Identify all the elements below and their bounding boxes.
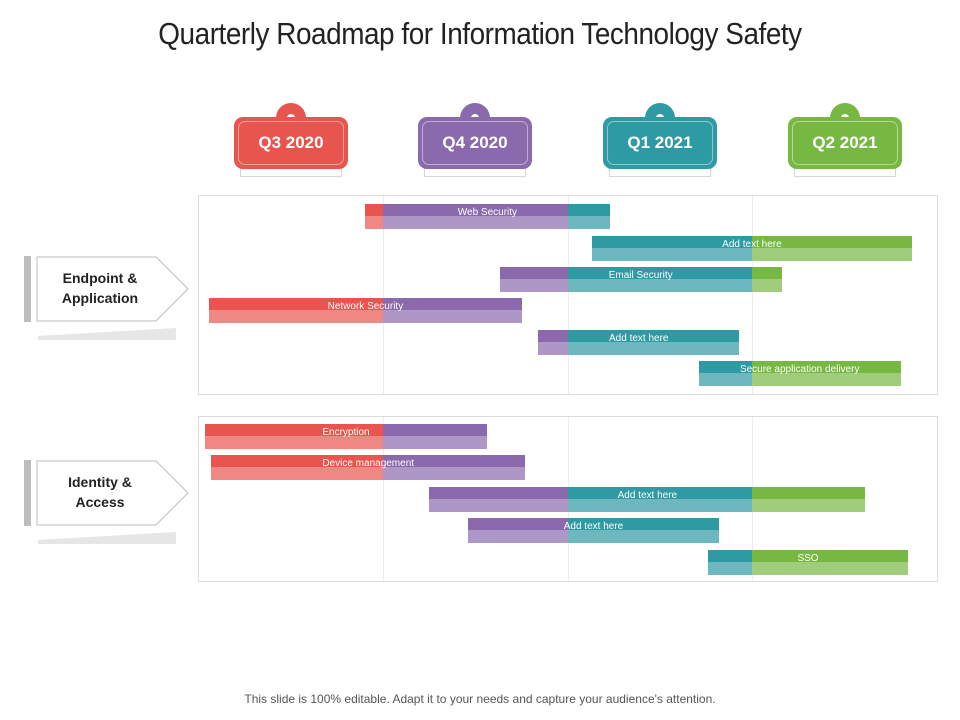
quarter-tag-q3-2020: Q3 2020 xyxy=(234,103,348,179)
gridline xyxy=(568,196,569,394)
gantt-bar: Add text here xyxy=(591,236,912,261)
gantt-bar-segment xyxy=(751,236,912,261)
gantt-bar-segment xyxy=(209,298,383,323)
gantt-bar: Network Security xyxy=(209,298,522,323)
gridline xyxy=(383,417,384,581)
gantt-bar: Encryption xyxy=(205,424,487,449)
gantt-bar-segment xyxy=(707,550,752,575)
gantt-bar-segment xyxy=(468,518,568,543)
gantt-bar-segment xyxy=(698,361,752,386)
gantt-bar-segment xyxy=(568,487,752,512)
gantt-bar-segment xyxy=(382,424,487,449)
gantt-bar-segment xyxy=(382,298,522,323)
gantt-bar-segment xyxy=(364,204,383,229)
quarter-label: Q2 2021 xyxy=(812,133,878,152)
gantt-bar-segment xyxy=(567,518,719,543)
quarter-label: Q1 2021 xyxy=(627,133,693,152)
gantt-bar-segment xyxy=(567,267,752,292)
gantt-bar-segment xyxy=(752,487,866,512)
page-title: Quarterly Roadmap for Information Techno… xyxy=(158,16,802,51)
group-label-text: Identity & Access xyxy=(68,474,132,510)
gantt-bar-segment xyxy=(210,455,383,480)
gantt-bar-segment xyxy=(429,487,568,512)
footer-note: This slide is 100% editable. Adapt it to… xyxy=(244,692,716,706)
gantt-bar-segment xyxy=(751,361,901,386)
gantt-bar: Web Security xyxy=(364,204,611,229)
gantt-bar-segment xyxy=(567,330,740,355)
group-label-text: Endpoint & Application xyxy=(61,270,139,306)
gantt-bar-segment xyxy=(568,204,611,229)
gantt-bar: Secure application delivery xyxy=(698,361,901,386)
gridline xyxy=(752,196,753,394)
gantt-bar-segment xyxy=(383,204,568,229)
gantt-bar: Email Security xyxy=(499,267,782,292)
gantt-bar-segment xyxy=(499,267,568,292)
gantt-bar-segment xyxy=(751,550,909,575)
gantt-bar-segment xyxy=(751,267,782,292)
gantt-bar-segment xyxy=(205,424,383,449)
group-label-endpoint-application: Endpoint & Application xyxy=(24,256,194,346)
gantt-bar: Add text here xyxy=(468,518,719,543)
gantt-bar: Add text here xyxy=(538,330,740,355)
gantt-bar: Add text here xyxy=(429,487,866,512)
quarter-tag-q1-2021: Q1 2021 xyxy=(603,103,717,179)
gridline xyxy=(383,196,384,394)
gantt-bar-segment xyxy=(382,455,526,480)
quarter-tag-q2-2021: Q2 2021 xyxy=(788,103,902,179)
gantt-bar-segment xyxy=(538,330,568,355)
gantt-bar: Device management xyxy=(210,455,526,480)
gantt-bar: SSO xyxy=(707,550,909,575)
quarter-tag-q4-2020: Q4 2020 xyxy=(418,103,532,179)
gantt-bar-segment xyxy=(591,236,752,261)
quarter-label: Q3 2020 xyxy=(258,133,324,152)
group-label-identity-access: Identity & Access xyxy=(24,460,194,550)
quarter-label: Q4 2020 xyxy=(442,133,508,152)
